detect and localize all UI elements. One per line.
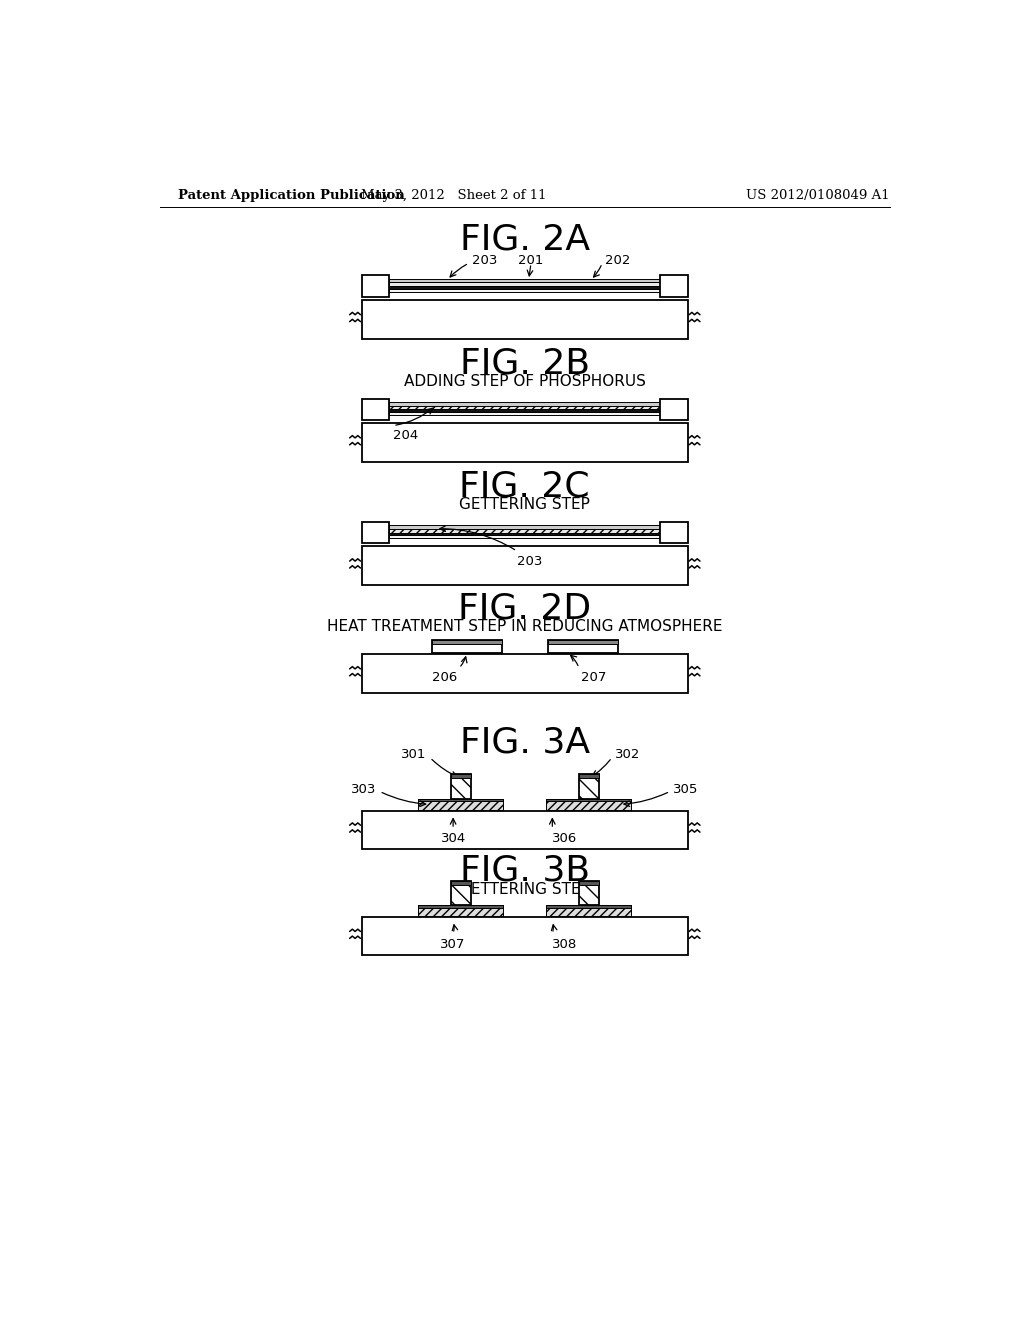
Text: 305: 305 [673,783,698,796]
Bar [451,775,471,799]
Text: US 2012/0108049 A1: US 2012/0108049 A1 [745,189,890,202]
Bar [418,906,504,916]
Text: FIG. 2D: FIG. 2D [458,591,592,626]
Text: 304: 304 [440,832,466,845]
Text: Patent Application Publication: Patent Application Publication [178,189,406,202]
Text: 203: 203 [472,253,498,267]
Bar [418,906,504,908]
Bar [579,775,599,799]
Bar [546,799,632,801]
Bar [389,412,660,414]
Bar [389,405,660,409]
Bar [432,640,502,644]
Text: 307: 307 [440,937,466,950]
Text: 204: 204 [393,429,418,442]
Bar [418,799,504,801]
Bar [362,424,687,462]
Bar [548,640,617,644]
Bar [362,300,687,339]
Text: 202: 202 [605,253,631,267]
Bar [546,906,632,908]
Bar [660,276,687,297]
Bar [362,546,687,585]
Bar [579,880,599,884]
Bar [362,276,389,297]
Bar [389,282,660,286]
Bar [362,521,389,544]
Text: 201: 201 [518,253,544,267]
Bar [362,917,687,956]
Bar [362,399,389,420]
Text: 308: 308 [552,937,578,950]
Bar [579,880,599,906]
Text: 303: 303 [351,783,377,796]
Bar [389,289,660,292]
Bar [389,401,660,405]
Bar [451,775,471,779]
Bar [548,640,617,653]
Text: FIG. 2C: FIG. 2C [460,470,590,503]
Bar [362,810,687,849]
Bar [389,409,660,412]
Text: HEAT TREATMENT STEP IN REDUCING ATMOSPHERE: HEAT TREATMENT STEP IN REDUCING ATMOSPHE… [327,619,723,634]
Text: FIG. 3B: FIG. 3B [460,854,590,887]
Bar [362,655,687,693]
Bar [660,521,687,544]
Text: GETTERING STEP: GETTERING STEP [460,882,590,896]
Bar [389,286,660,289]
Bar [546,906,632,916]
Text: May 3, 2012   Sheet 2 of 11: May 3, 2012 Sheet 2 of 11 [360,189,546,202]
Bar [451,880,471,884]
Text: 301: 301 [401,748,427,760]
Bar [389,529,660,532]
Bar [432,640,502,653]
Text: FIG. 3A: FIG. 3A [460,726,590,760]
Text: 306: 306 [552,832,578,845]
Bar [579,775,599,779]
Bar [418,799,504,809]
Bar [451,880,471,906]
Bar [660,399,687,420]
Text: 207: 207 [581,671,606,684]
Bar [389,535,660,539]
Bar [389,279,660,282]
Text: GETTERING STEP: GETTERING STEP [460,498,590,512]
Text: FIG. 2A: FIG. 2A [460,222,590,256]
Text: ADDING STEP OF PHOSPHORUS: ADDING STEP OF PHOSPHORUS [403,374,646,389]
Text: 302: 302 [615,748,640,760]
Bar [389,525,660,529]
Text: 206: 206 [432,671,458,684]
Bar [546,799,632,809]
Text: 203: 203 [517,554,543,568]
Bar [389,533,660,535]
Text: FIG. 2B: FIG. 2B [460,346,590,380]
